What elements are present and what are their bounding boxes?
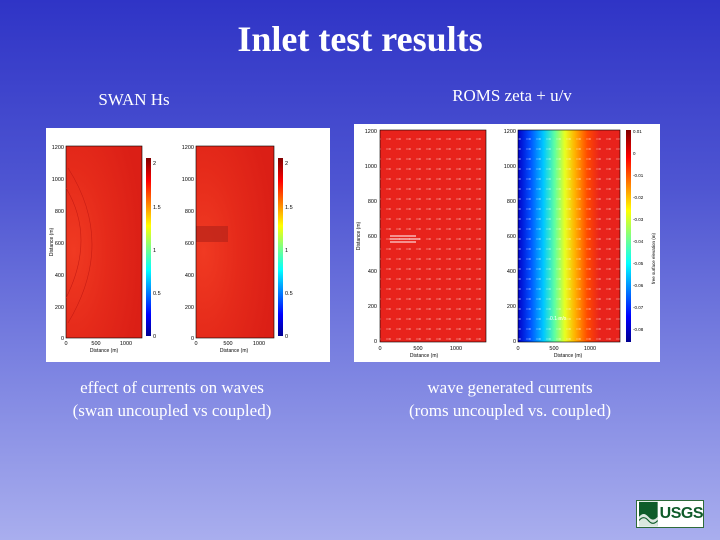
usgs-logo-text: USGS (659, 505, 704, 522)
usgs-logo-icon (639, 501, 658, 527)
roms-ytick: 0 (513, 339, 516, 345)
swan-xtick: 1000 (253, 341, 265, 347)
swan-xtick: 0 (64, 341, 67, 347)
swan-panel-heading: SWAN Hs (98, 90, 170, 109)
swan-ytick: 600 (185, 241, 194, 247)
swan-ytick: 0 (61, 336, 64, 342)
roms-xtick: 1000 (584, 346, 596, 352)
roms-panel-heading: ROMS zeta + u/v (452, 86, 572, 105)
roms-zeta-plots: 0.1 m/s 0.01 0 -0.01 -0.02 -0.03 -0.04 -… (356, 129, 656, 359)
swan-cbar-tick: 2 (153, 161, 156, 167)
roms-cbar-tick: -0.02 (633, 195, 644, 200)
swan-ytick: 0 (191, 336, 194, 342)
swan-uncoupled-field (66, 146, 142, 338)
swan-ytick: 1200 (182, 145, 194, 151)
usgs-logo: USGS (636, 500, 704, 528)
swan-cbar-tick: 0 (285, 334, 288, 340)
roms-zeta-figure: 0.1 m/s 0.01 0 -0.01 -0.02 -0.03 -0.04 -… (354, 124, 660, 362)
roms-caption-line1: wave generated currents (427, 378, 593, 397)
swan-xtick: 500 (223, 341, 232, 347)
roms-cbar-tick: 0 (633, 151, 636, 156)
roms-ytick: 1200 (504, 129, 516, 135)
roms-cbar-tick: -0.04 (633, 239, 644, 244)
swan-xtick: 0 (194, 341, 197, 347)
swan-ytick: 1200 (52, 145, 64, 151)
roms-ytick: 0 (374, 339, 377, 345)
swan-cbar-tick: 0 (153, 334, 156, 340)
swan-caption-line2: (swan uncoupled vs coupled) (72, 400, 272, 420)
roms-xtick: 500 (549, 346, 558, 352)
roms-xlabel: Distance (m) (410, 353, 439, 359)
swan-ytick: 400 (185, 273, 194, 279)
swan-caption: effect of currents on waves (swan uncoup… (22, 377, 322, 423)
roms-xtick: 0 (516, 346, 519, 352)
swan-xlabel: Distance (m) (90, 348, 119, 354)
roms-ytick: 600 (368, 234, 377, 240)
swan-ytick: 800 (185, 209, 194, 215)
swan-ytick: 200 (185, 305, 194, 311)
swan-ytick: 200 (55, 305, 64, 311)
swan-xlabel: Distance (m) (220, 348, 249, 354)
swan-ytick: 1000 (182, 177, 194, 183)
swan-cbar-tick: 0.5 (285, 291, 293, 297)
roms-ytick: 600 (507, 234, 516, 240)
roms-ytick: 1000 (504, 164, 516, 170)
swan-hs-plots: 1200 1000 800 600 400 200 0 1200 1000 80… (49, 145, 293, 354)
swan-ytick: 800 (55, 209, 64, 215)
swan-hs-figure: 1200 1000 800 600 400 200 0 1200 1000 80… (46, 128, 330, 362)
swan-ylabel: Distance (m) (49, 227, 55, 256)
roms-xlabel: Distance (m) (554, 353, 583, 359)
roms-ytick: 400 (507, 269, 516, 275)
swan-caption-line1: effect of currents on waves (80, 378, 264, 397)
roms-cbar-tick: 0.01 (633, 129, 642, 134)
roms-xtick: 500 (413, 346, 422, 352)
roms-vector-scale: 0.1 m/s (550, 316, 567, 322)
roms-cbar-tick: -0.06 (633, 283, 644, 288)
swan-xtick: 500 (91, 341, 100, 347)
swan-uncoupled-colorbar (146, 158, 151, 336)
roms-cbar-label: free surface elevation (m) (651, 232, 656, 284)
slide-title: Inlet test results (237, 19, 483, 59)
swan-cbar-tick: 1.5 (285, 205, 293, 211)
roms-caption-line2: (roms uncoupled vs. coupled) (408, 400, 612, 420)
swan-cbar-tick: 1 (153, 248, 156, 254)
roms-cbar-tick: -0.01 (633, 173, 644, 178)
roms-ytick: 200 (507, 304, 516, 310)
roms-cbar-tick: -0.07 (633, 305, 644, 310)
swan-cbar-tick: 2 (285, 161, 288, 167)
roms-cbar-tick: -0.05 (633, 261, 644, 266)
swan-coupled-colorbar (278, 158, 283, 336)
swan-ytick: 1000 (52, 177, 64, 183)
roms-ytick: 800 (507, 199, 516, 205)
roms-ytick: 1200 (365, 129, 377, 135)
swan-ytick: 600 (55, 241, 64, 247)
swan-ytick: 400 (55, 273, 64, 279)
swan-cbar-tick: 1 (285, 248, 288, 254)
roms-cbar-tick: -0.08 (633, 327, 644, 332)
roms-cbar-tick: -0.03 (633, 217, 644, 222)
roms-inflow-arrows (390, 235, 420, 243)
roms-ylabel: Distance (m) (356, 221, 362, 250)
roms-ytick: 800 (368, 199, 377, 205)
swan-cbar-tick: 1.5 (153, 205, 161, 211)
roms-ytick: 1000 (365, 164, 377, 170)
roms-xtick: 0 (378, 346, 381, 352)
swan-xtick: 1000 (120, 341, 132, 347)
roms-colorbar (626, 130, 631, 342)
roms-xtick: 1000 (450, 346, 462, 352)
roms-ytick: 400 (368, 269, 377, 275)
swan-cbar-tick: 0.5 (153, 291, 161, 297)
roms-ytick: 200 (368, 304, 377, 310)
roms-caption: wave generated currents (roms uncoupled … (360, 377, 660, 423)
